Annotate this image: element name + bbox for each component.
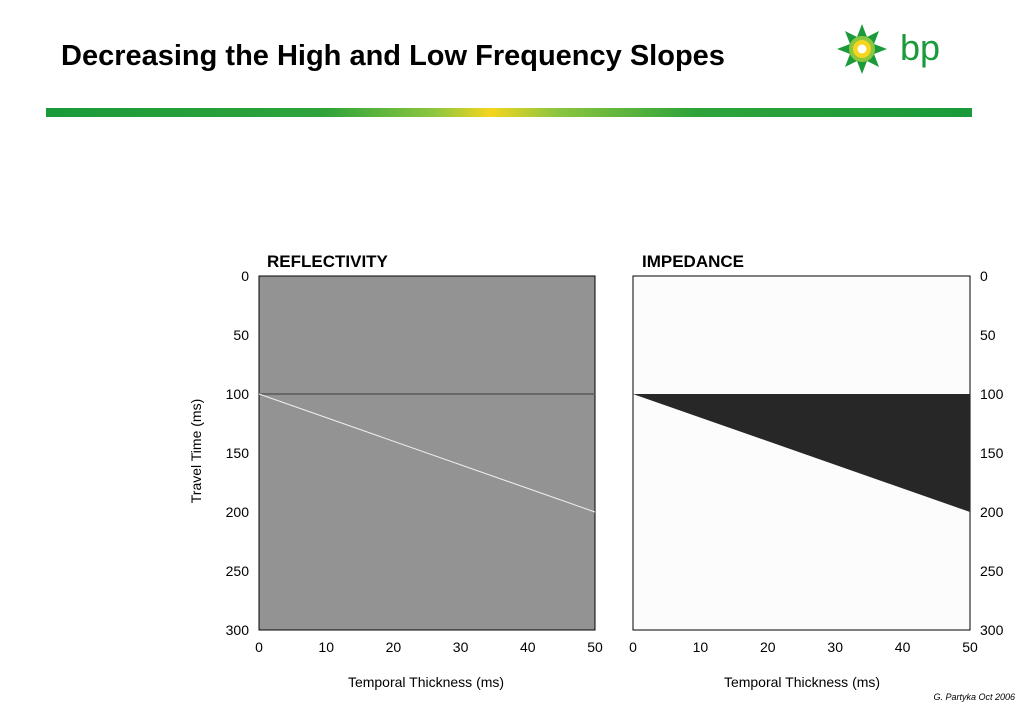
reflectivity-title: REFLECTIVITY	[267, 252, 389, 271]
impedance-xtick-label: 30	[827, 639, 843, 655]
reflectivity-xtick-label: 40	[520, 639, 536, 655]
reflectivity-xtick-label: 10	[318, 639, 334, 655]
impedance-wedge-area	[633, 394, 970, 512]
reflectivity-ytick-label: 250	[226, 563, 250, 579]
reflectivity-ytick-label: 150	[226, 445, 250, 461]
impedance-title: IMPEDANCE	[642, 252, 744, 271]
impedance-xtick-label: 20	[760, 639, 776, 655]
impedance-ytick-label: 250	[980, 563, 1004, 579]
impedance-xtick-label: 10	[693, 639, 709, 655]
reflectivity-ytick-label: 0	[241, 268, 249, 284]
impedance-chart: IMPEDANCE 0 50 100 150 200 250 300 0 10 20 30 40 50…	[629, 252, 1003, 690]
header-divider-bar	[46, 108, 972, 117]
impedance-xtick-label: 0	[629, 639, 637, 655]
reflectivity-chart: REFLECTIVITY 0 50 100 150 200 250 300 0 10 20 30 4…	[188, 252, 603, 690]
reflectivity-xlabel: Temporal Thickness (ms)	[348, 674, 504, 690]
reflectivity-ytick-label: 300	[226, 622, 250, 638]
impedance-xtick-label: 50	[962, 639, 978, 655]
impedance-xlabel: Temporal Thickness (ms)	[724, 674, 880, 690]
bp-logo: bp	[837, 24, 940, 74]
impedance-ytick-label: 50	[980, 327, 996, 343]
footer-credit: G. Partyka Oct 2006	[933, 692, 1015, 702]
impedance-xtick-label: 40	[895, 639, 911, 655]
reflectivity-xtick-label: 0	[255, 639, 263, 655]
reflectivity-xtick-label: 30	[453, 639, 469, 655]
reflectivity-ylabel: Travel Time (ms)	[188, 399, 204, 503]
reflectivity-ytick-label: 50	[233, 327, 249, 343]
slide-title: Decreasing the High and Low Frequency Sl…	[61, 40, 725, 72]
impedance-ytick-label: 200	[980, 504, 1004, 520]
impedance-ytick-label: 100	[980, 386, 1004, 402]
reflectivity-wedge-event	[258, 393, 596, 513]
logo-wordmark: bp	[900, 27, 940, 68]
helios-icon	[837, 24, 887, 74]
impedance-ytick-label: 300	[980, 622, 1004, 638]
impedance-ytick-label: 0	[980, 268, 988, 284]
impedance-ytick-label: 150	[980, 445, 1004, 461]
reflectivity-xtick-label: 50	[587, 639, 603, 655]
reflectivity-xtick-label: 20	[386, 639, 402, 655]
reflectivity-ytick-label: 100	[226, 386, 250, 402]
reflectivity-ytick-label: 200	[226, 504, 250, 520]
